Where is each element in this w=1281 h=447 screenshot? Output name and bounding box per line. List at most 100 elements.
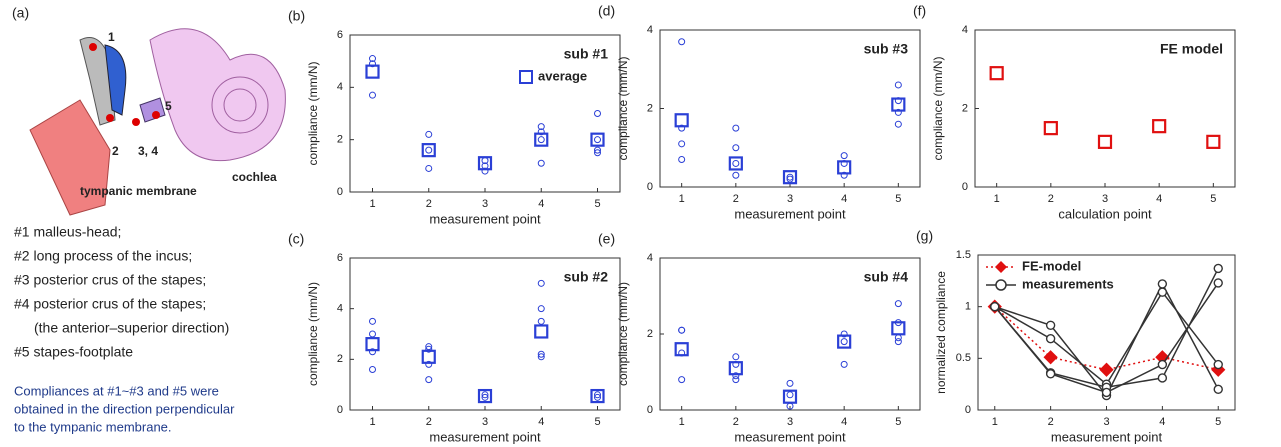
panel-a: (a) 1 2 3, 4 5 cochlea tympanic membrane…: [12, 5, 286, 434]
point-marker: [369, 55, 376, 63]
note: obtained in the direction perpendicular: [14, 401, 235, 416]
point-marker: [1157, 287, 1168, 297]
average-marker: [728, 361, 743, 376]
point-marker: [786, 379, 794, 387]
legend-entry: FE-model: [986, 258, 1081, 273]
y-tick-label: 2: [647, 328, 653, 340]
point-marker: [894, 338, 902, 346]
x-tick-label: 3: [787, 193, 793, 205]
point-marker: [594, 110, 601, 117]
diagram-label: cochlea: [232, 170, 277, 184]
point-marker: [425, 345, 433, 353]
average-marker: [782, 170, 798, 185]
point-marker: [678, 38, 686, 46]
y-tick-label: 1.5: [956, 249, 971, 261]
legend-entry: average: [519, 68, 587, 84]
stapes-shape: [139, 97, 166, 123]
x-tick-label: 3: [787, 416, 793, 428]
y-tick-label: 0.5: [956, 352, 971, 364]
x-tick-label: 4: [1156, 193, 1162, 205]
x-tick-label: 1: [994, 193, 1000, 205]
y-tick-label: 0: [962, 181, 968, 193]
incus-shape: [104, 44, 127, 116]
annotation: sub #3: [864, 41, 909, 57]
point-marker: [594, 146, 601, 154]
y-tick-label: 1: [965, 301, 971, 313]
x-tick-label: 4: [1159, 416, 1165, 428]
point-marker: [894, 81, 902, 89]
x-tick-label: 1: [679, 416, 685, 428]
average-marker: [674, 342, 689, 357]
y-axis-label: compliance (mm/N): [616, 282, 630, 386]
x-axis-label: measurement point: [1051, 429, 1163, 444]
point-marker: [369, 330, 376, 338]
point-marker: [678, 376, 686, 384]
y-tick-label: 0: [647, 181, 653, 193]
point-marker: [732, 159, 740, 167]
x-tick-label: 2: [1048, 193, 1054, 205]
point-marker: [732, 372, 740, 380]
point-marker: [840, 360, 848, 368]
average-marker: [421, 349, 436, 364]
x-axis-label: measurement point: [429, 211, 541, 226]
point-2: [106, 114, 114, 122]
point-marker: [425, 360, 433, 368]
x-tick-label: 2: [733, 416, 739, 428]
point-marker: [1101, 387, 1112, 398]
chart-panel: (d) measurement point compliance (mm/N) 1 2 3…: [598, 3, 921, 221]
y-tick-label: 4: [337, 81, 343, 93]
point-marker: [537, 128, 545, 136]
point-marker: [369, 365, 376, 373]
average-marker: [837, 160, 852, 175]
point-marker: [1213, 263, 1223, 274]
point-marker: [481, 167, 489, 175]
point-marker: [840, 330, 848, 338]
point-marker: [537, 159, 545, 167]
legend-swatch: [519, 70, 533, 84]
x-tick-label: 2: [426, 416, 432, 428]
chart-panel: (f) calculation point compliance (mm/N) 1 2 3…: [913, 3, 1236, 221]
average-marker: [989, 66, 1004, 81]
y-axis-label: compliance (mm/N): [931, 56, 945, 160]
x-tick-label: 4: [841, 416, 847, 428]
point-marker: [840, 171, 848, 179]
average-marker: [477, 156, 493, 171]
y-tick-label: 4: [962, 24, 968, 36]
point-marker: [732, 376, 740, 384]
point-marker: [1157, 279, 1168, 289]
annotation: sub #2: [564, 269, 609, 285]
point-marker: [425, 343, 433, 351]
point-marker: [425, 146, 433, 154]
panel-label: (e): [598, 231, 615, 247]
point-marker: [425, 164, 433, 172]
point-marker: [786, 173, 794, 181]
x-tick-label: 4: [538, 198, 544, 210]
x-axis-label: measurement point: [734, 429, 846, 444]
x-tick-label: 5: [895, 416, 901, 428]
point-marker: [1157, 373, 1168, 383]
legend-label: average: [538, 68, 587, 83]
y-axis-label: normalized compliance: [934, 271, 948, 394]
point-marker: [678, 326, 686, 334]
average-marker: [590, 388, 605, 404]
point-marker: [425, 376, 433, 384]
point-marker: [537, 279, 545, 287]
diagram-label: 3, 4: [138, 144, 158, 158]
average-marker: [534, 324, 549, 339]
list-item: #2 long process of the incus;: [14, 248, 192, 264]
y-tick-label: 0: [337, 186, 343, 198]
average-marker: [421, 143, 436, 158]
point-marker: [369, 317, 376, 325]
average-marker: [1206, 134, 1221, 149]
average-marker: [728, 156, 743, 171]
x-tick-label: 4: [538, 416, 544, 428]
point-5: [152, 111, 160, 119]
point-marker: [840, 338, 848, 346]
x-tick-label: 5: [1215, 416, 1221, 428]
point-marker: [1157, 359, 1168, 370]
x-axis-label: measurement point: [734, 206, 846, 221]
point-marker: [1213, 384, 1223, 395]
average-marker: [1043, 121, 1058, 136]
point-marker: [1213, 278, 1223, 288]
point-marker: [425, 130, 433, 138]
